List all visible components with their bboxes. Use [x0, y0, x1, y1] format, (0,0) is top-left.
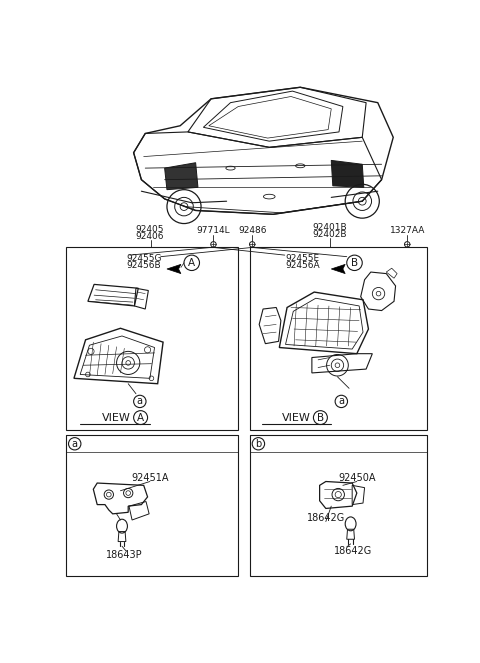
Text: 92402B: 92402B	[312, 230, 347, 239]
Polygon shape	[167, 265, 181, 274]
Polygon shape	[165, 162, 198, 190]
Bar	[66, 247, 238, 430]
Text: a: a	[137, 396, 143, 406]
Text: a: a	[72, 439, 78, 449]
Text: 18642G: 18642G	[334, 546, 372, 556]
Text: B: B	[317, 412, 324, 422]
Text: 92456A: 92456A	[285, 261, 320, 270]
Text: a: a	[338, 396, 344, 406]
Text: 1327AA: 1327AA	[389, 226, 425, 235]
Bar	[66, 436, 238, 576]
Text: 92455E: 92455E	[286, 254, 320, 263]
Text: 92406: 92406	[135, 232, 163, 241]
Text: B: B	[351, 258, 358, 268]
Text: VIEW: VIEW	[102, 412, 131, 422]
Text: 92455G: 92455G	[126, 254, 161, 263]
Bar	[250, 247, 427, 430]
Text: VIEW: VIEW	[282, 412, 311, 422]
Text: A: A	[137, 412, 144, 422]
Text: 18642G: 18642G	[307, 513, 345, 524]
Text: 92401B: 92401B	[312, 223, 347, 232]
Polygon shape	[331, 160, 364, 188]
Bar	[250, 436, 427, 452]
Bar	[250, 436, 427, 576]
Text: A: A	[188, 258, 195, 268]
Text: 92405: 92405	[135, 225, 163, 234]
Text: 92450A: 92450A	[338, 473, 375, 483]
Text: 18643P: 18643P	[106, 550, 143, 560]
Polygon shape	[331, 265, 345, 274]
Text: b: b	[255, 439, 262, 449]
Bar	[66, 436, 238, 452]
Text: 92456B: 92456B	[126, 261, 161, 270]
Text: 92486: 92486	[238, 226, 266, 235]
Text: 97714L: 97714L	[197, 226, 230, 235]
Text: 92451A: 92451A	[131, 473, 168, 483]
